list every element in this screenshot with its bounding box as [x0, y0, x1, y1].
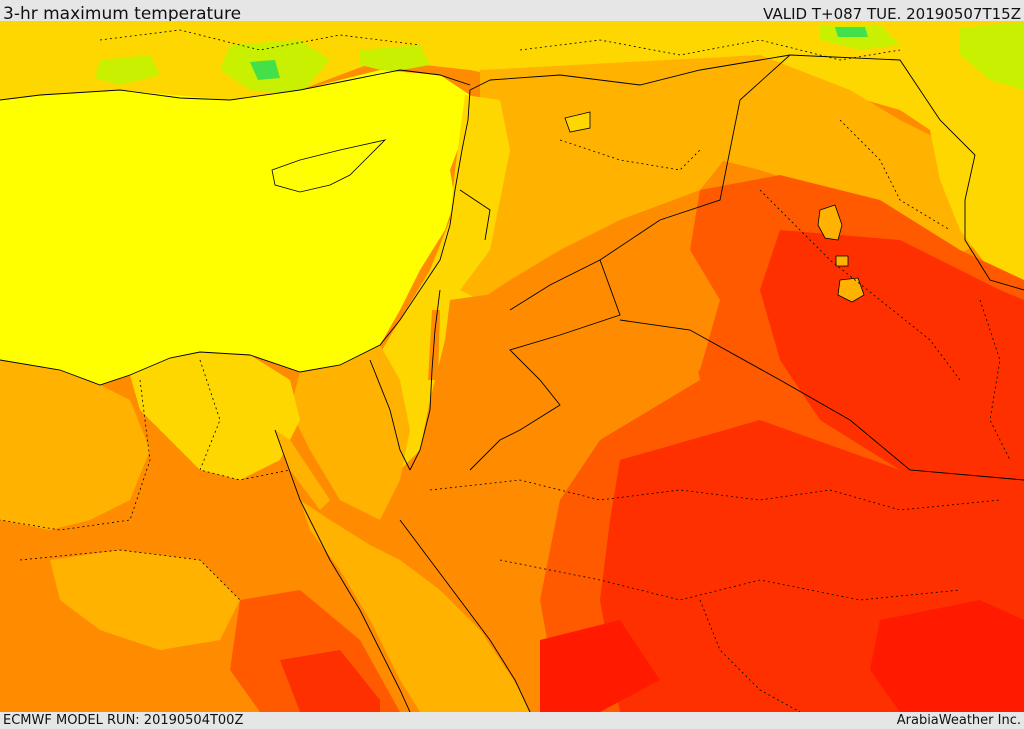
coastlines [0, 69, 531, 712]
border-jordan-iraq [469, 259, 621, 471]
model-run-label: ECMWF MODEL RUN: 20190504T00Z [3, 713, 244, 728]
zone-green-4 [835, 27, 868, 37]
zone-green-2 [250, 60, 280, 80]
red-sea [300, 500, 530, 712]
country-borders [369, 54, 1024, 481]
admin-turkey-2 [99, 29, 421, 51]
zone-egypt-redcore [280, 650, 380, 712]
coastline-redsea-west [274, 429, 411, 712]
coastline-redsea-east [399, 519, 531, 712]
border-turkey-syria [489, 54, 791, 86]
map-svg [0, 21, 1024, 712]
temperature-map [0, 21, 1024, 712]
map-title: 3-hr maximum temperature [3, 4, 242, 24]
zone-deep-red-3 [870, 600, 1024, 712]
footer-bar: ECMWF MODEL RUN: 20190504T00Z ArabiaWeat… [0, 712, 1024, 729]
border-iran-iraq [789, 54, 1024, 291]
admin-syria-1 [559, 139, 701, 171]
border-israel-egypt [369, 359, 411, 471]
header-bar: 3-hr maximum temperature VALID T+087 TUE… [0, 0, 1024, 24]
lake-habbaniyah [835, 255, 849, 267]
admin-saudi-1 [429, 479, 1001, 511]
coastline-turkey [0, 69, 471, 101]
zone-egypt-west [0, 360, 150, 530]
admin-turkey-1 [519, 39, 901, 61]
border-iraq-saudi [619, 319, 1024, 481]
zone-deep-red-4 [540, 620, 660, 712]
zone-egypt-south [50, 550, 240, 650]
lake-assad [564, 111, 591, 133]
zone-sinai [290, 345, 410, 520]
zone-green-5 [960, 22, 1024, 90]
zone-zagros [930, 120, 1024, 290]
border-lebanon [459, 189, 491, 241]
border-israel-jordan [409, 289, 441, 471]
lake-razzaza [837, 277, 865, 303]
zone-green-7 [95, 55, 160, 85]
cyprus [271, 139, 387, 193]
zone-egypt-nile [130, 352, 300, 480]
border-syria-iraq [509, 54, 791, 311]
zone-deep-red-1 [760, 230, 1024, 480]
zone-levant-coast [360, 95, 520, 470]
credit-label: ArabiaWeather Inc. [896, 713, 1021, 728]
coastline-levant [0, 79, 491, 386]
admin-saudi-3 [699, 599, 801, 712]
admin-borders [0, 29, 1011, 712]
lake-tharthar [817, 204, 843, 241]
admin-saudi-2 [499, 559, 961, 601]
admin-iran-1 [979, 299, 1011, 461]
zone-green-6 [360, 45, 430, 72]
valid-time-label: VALID T+087 TUE. 20190507T15Z [763, 5, 1021, 23]
zone-jordan [440, 290, 700, 480]
admin-iraq-1 [759, 189, 961, 381]
admin-iraq-2 [839, 119, 951, 231]
zone-syria [460, 90, 740, 300]
admin-egypt-3 [19, 549, 241, 601]
gulf-of-suez [275, 430, 330, 510]
admin-egypt-2 [199, 359, 291, 481]
